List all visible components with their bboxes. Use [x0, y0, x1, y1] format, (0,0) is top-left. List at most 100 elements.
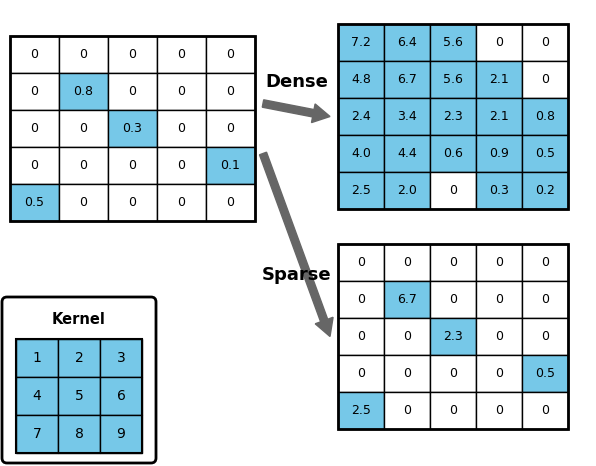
- Text: 0: 0: [403, 330, 411, 343]
- Bar: [522, 172, 568, 209]
- Text: 9: 9: [117, 427, 125, 441]
- Bar: [16, 339, 58, 377]
- Bar: [476, 355, 522, 392]
- Bar: [384, 24, 430, 61]
- Text: 4: 4: [33, 389, 41, 403]
- Text: 0: 0: [129, 196, 136, 209]
- Bar: [384, 135, 430, 172]
- Text: 0: 0: [30, 122, 39, 135]
- Bar: [338, 392, 384, 429]
- Bar: [338, 244, 384, 281]
- Bar: [157, 73, 206, 110]
- Text: 0: 0: [178, 196, 185, 209]
- Text: 2: 2: [74, 351, 83, 365]
- Bar: [522, 244, 568, 281]
- Bar: [59, 110, 108, 147]
- Bar: [384, 61, 430, 98]
- Text: Kernel: Kernel: [52, 313, 106, 328]
- Text: 2.5: 2.5: [351, 184, 371, 197]
- Text: 0: 0: [178, 122, 185, 135]
- Text: 6.7: 6.7: [397, 293, 417, 306]
- Bar: [522, 355, 568, 392]
- Bar: [338, 61, 384, 98]
- Text: 2.1: 2.1: [489, 73, 509, 86]
- Bar: [384, 318, 430, 355]
- Bar: [476, 172, 522, 209]
- Text: 0.1: 0.1: [221, 159, 240, 172]
- FancyBboxPatch shape: [2, 297, 156, 463]
- Bar: [522, 24, 568, 61]
- Bar: [384, 244, 430, 281]
- Text: 4.0: 4.0: [351, 147, 371, 160]
- Text: 0: 0: [449, 256, 457, 269]
- Bar: [58, 339, 100, 377]
- Bar: [100, 415, 142, 453]
- Text: 0: 0: [357, 330, 365, 343]
- Bar: [58, 415, 100, 453]
- Bar: [384, 172, 430, 209]
- Text: 7.2: 7.2: [351, 36, 371, 49]
- Bar: [338, 98, 384, 135]
- Text: 3.4: 3.4: [397, 110, 417, 123]
- Bar: [59, 36, 108, 73]
- Bar: [59, 73, 108, 110]
- Bar: [522, 392, 568, 429]
- Bar: [430, 244, 476, 281]
- Text: 0: 0: [178, 48, 185, 61]
- Text: 4.8: 4.8: [351, 73, 371, 86]
- Text: 0.3: 0.3: [123, 122, 142, 135]
- Bar: [430, 318, 476, 355]
- Bar: [16, 339, 142, 453]
- Text: 7: 7: [33, 427, 41, 441]
- Text: 6.4: 6.4: [397, 36, 417, 49]
- Bar: [430, 135, 476, 172]
- Text: 2.4: 2.4: [351, 110, 371, 123]
- Text: 0: 0: [495, 404, 503, 417]
- Bar: [16, 415, 58, 453]
- Text: 0: 0: [495, 293, 503, 306]
- Text: 2.1: 2.1: [489, 110, 509, 123]
- Bar: [338, 355, 384, 392]
- Text: 0: 0: [79, 122, 88, 135]
- Bar: [10, 73, 59, 110]
- Bar: [430, 392, 476, 429]
- Text: 0: 0: [449, 404, 457, 417]
- Text: 6.7: 6.7: [397, 73, 417, 86]
- Bar: [10, 184, 59, 221]
- Bar: [384, 392, 430, 429]
- Bar: [430, 281, 476, 318]
- Bar: [430, 98, 476, 135]
- Bar: [430, 61, 476, 98]
- Bar: [384, 355, 430, 392]
- Bar: [10, 147, 59, 184]
- Text: 0: 0: [495, 36, 503, 49]
- Text: 0: 0: [541, 404, 549, 417]
- Text: 0: 0: [403, 367, 411, 380]
- Text: 0: 0: [226, 196, 234, 209]
- Text: 0: 0: [449, 367, 457, 380]
- Bar: [338, 24, 384, 61]
- Text: 0: 0: [129, 48, 136, 61]
- Text: Sparse: Sparse: [262, 266, 331, 284]
- Bar: [522, 61, 568, 98]
- Text: 5.6: 5.6: [443, 36, 463, 49]
- Bar: [430, 355, 476, 392]
- Text: 2.3: 2.3: [443, 330, 463, 343]
- Bar: [59, 147, 108, 184]
- Text: 0: 0: [129, 85, 136, 98]
- Text: 5.6: 5.6: [443, 73, 463, 86]
- Bar: [59, 184, 108, 221]
- Text: 2.3: 2.3: [443, 110, 463, 123]
- Bar: [58, 377, 100, 415]
- Text: 5: 5: [74, 389, 83, 403]
- Bar: [206, 184, 255, 221]
- Text: 0.5: 0.5: [535, 147, 555, 160]
- Bar: [476, 24, 522, 61]
- Text: 0.8: 0.8: [73, 85, 94, 98]
- Text: 0: 0: [541, 330, 549, 343]
- Text: 0: 0: [226, 48, 234, 61]
- Bar: [522, 318, 568, 355]
- Text: 0.8: 0.8: [535, 110, 555, 123]
- Text: 0: 0: [403, 256, 411, 269]
- Text: 0: 0: [541, 73, 549, 86]
